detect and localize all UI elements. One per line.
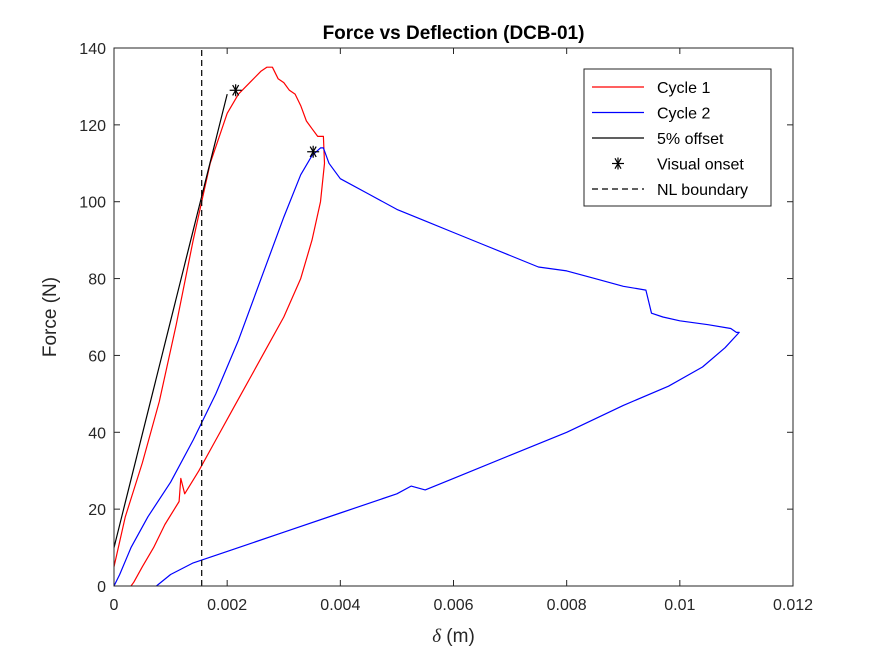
legend-label-cycle-1: Cycle 1: [657, 80, 710, 97]
legend-label-5-offset: 5% offset: [657, 131, 724, 148]
visual-onset-marker: [307, 145, 320, 158]
y-axis-label: Force (N): [40, 277, 61, 357]
x-tick-label: 0.004: [320, 597, 360, 614]
x-axis-label: δ (m): [432, 626, 475, 647]
legend-label-cycle-2: Cycle 2: [657, 106, 710, 123]
y-tick-label: 80: [88, 272, 106, 289]
y-tick-label: 120: [79, 118, 106, 135]
y-tick-label: 40: [88, 425, 106, 442]
series-line-cycle-2: [113, 147, 740, 587]
x-tick-label: 0.002: [207, 597, 247, 614]
y-tick-label: 140: [79, 41, 106, 58]
series-line-cycle-1: [113, 66, 326, 587]
chart-title: Force vs Deflection (DCB-01): [323, 23, 585, 44]
legend: Cycle 1 Cycle 2 5% offset Visual onset NL bo…: [583, 68, 772, 207]
x-tick-label: 0.012: [773, 597, 813, 614]
series-layer: [113, 48, 740, 587]
tick-layer: 0 0.002 0.004 0.006 0.008 0.01 0.012 0 20 40 60 80 1…: [79, 41, 813, 614]
legend-swatch-visual-onset: [612, 157, 624, 170]
series-line-5-offset: [113, 93, 228, 548]
x-axis-symbol: δ: [432, 626, 442, 647]
y-tick-label: 60: [88, 348, 106, 365]
x-tick-label: 0: [110, 597, 119, 614]
marker-layer: [229, 84, 320, 158]
legend-label-visual-onset: Visual onset: [657, 157, 744, 174]
x-tick-label: 0.008: [547, 597, 587, 614]
y-tick-label: 100: [79, 195, 106, 212]
y-tick-label: 0: [97, 579, 106, 596]
x-tick-label: 0.01: [664, 597, 695, 614]
x-tick-label: 0.006: [433, 597, 473, 614]
legend-label-nl-boundary: NL boundary: [657, 182, 748, 199]
visual-onset-marker: [229, 84, 242, 97]
x-axis-unit: (m): [441, 626, 475, 647]
y-tick-label: 20: [88, 502, 106, 519]
